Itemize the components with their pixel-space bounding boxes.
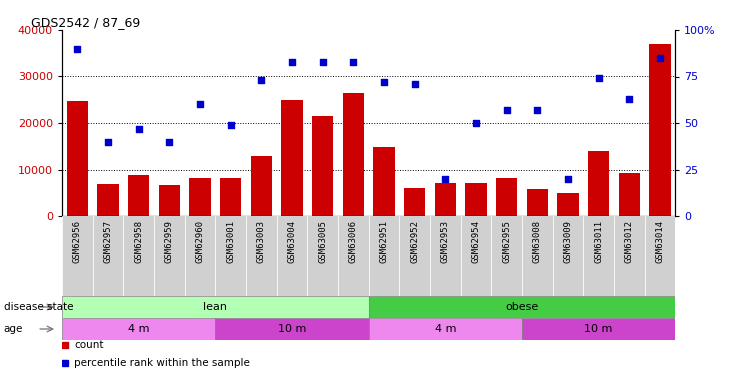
Text: GSM63011: GSM63011 xyxy=(594,220,603,263)
Bar xyxy=(123,216,154,296)
Bar xyxy=(583,216,614,296)
Text: 4 m: 4 m xyxy=(128,324,150,334)
Bar xyxy=(154,216,185,296)
Text: GSM62953: GSM62953 xyxy=(441,220,450,263)
Bar xyxy=(465,183,487,216)
Text: GSM62959: GSM62959 xyxy=(165,220,174,263)
Bar xyxy=(491,216,522,296)
Text: GSM62960: GSM62960 xyxy=(196,220,204,263)
Text: GSM62956: GSM62956 xyxy=(73,220,82,263)
Bar xyxy=(369,296,675,318)
Bar xyxy=(281,100,303,216)
Point xyxy=(623,96,635,102)
Point xyxy=(102,139,114,145)
Text: GSM63004: GSM63004 xyxy=(288,220,296,263)
Point xyxy=(225,122,237,128)
Point xyxy=(164,139,175,145)
Bar xyxy=(215,318,369,340)
Bar xyxy=(553,216,583,296)
Text: GSM63003: GSM63003 xyxy=(257,220,266,263)
Point xyxy=(378,79,390,85)
Point xyxy=(409,81,420,87)
Bar xyxy=(62,216,93,296)
Point xyxy=(593,75,604,81)
Text: GDS2542 / 87_69: GDS2542 / 87_69 xyxy=(31,16,140,29)
Text: 4 m: 4 m xyxy=(434,324,456,334)
Point xyxy=(654,55,666,61)
Text: lean: lean xyxy=(204,302,227,312)
Text: disease state: disease state xyxy=(4,302,73,312)
Point xyxy=(194,101,206,107)
Bar xyxy=(97,184,119,216)
Bar xyxy=(369,216,399,296)
Bar xyxy=(62,296,369,318)
Bar xyxy=(312,116,334,216)
Point xyxy=(470,120,482,126)
Bar xyxy=(158,185,180,216)
Point xyxy=(501,107,512,113)
Point xyxy=(347,58,359,64)
Bar xyxy=(189,178,211,216)
Bar xyxy=(246,216,277,296)
Text: age: age xyxy=(4,324,23,334)
Bar xyxy=(399,216,430,296)
Bar xyxy=(93,216,123,296)
Bar xyxy=(618,173,640,216)
Text: GSM63012: GSM63012 xyxy=(625,220,634,263)
Text: GSM62955: GSM62955 xyxy=(502,220,511,263)
Text: GSM63001: GSM63001 xyxy=(226,220,235,263)
Bar xyxy=(645,216,675,296)
Bar xyxy=(557,193,579,216)
Bar xyxy=(496,178,518,216)
Text: GSM63014: GSM63014 xyxy=(656,220,664,263)
Bar xyxy=(614,216,645,296)
Text: GSM63006: GSM63006 xyxy=(349,220,358,263)
Point xyxy=(439,176,451,182)
Text: GSM62952: GSM62952 xyxy=(410,220,419,263)
Bar xyxy=(128,175,150,216)
Bar xyxy=(373,147,395,216)
Point xyxy=(72,46,83,52)
Text: GSM62958: GSM62958 xyxy=(134,220,143,263)
Bar xyxy=(277,216,307,296)
Bar xyxy=(369,318,522,340)
Text: GSM63005: GSM63005 xyxy=(318,220,327,263)
Bar xyxy=(62,318,215,340)
Point xyxy=(286,58,298,64)
Bar xyxy=(185,216,215,296)
Point xyxy=(562,176,574,182)
Bar xyxy=(66,100,88,216)
Bar xyxy=(215,216,246,296)
Bar xyxy=(220,178,242,216)
Bar xyxy=(434,183,456,216)
Text: 10 m: 10 m xyxy=(278,324,306,334)
Text: GSM62951: GSM62951 xyxy=(380,220,388,263)
Bar xyxy=(338,216,369,296)
Text: 10 m: 10 m xyxy=(585,324,612,334)
Bar xyxy=(522,318,675,340)
Text: GSM62954: GSM62954 xyxy=(472,220,480,263)
Bar xyxy=(430,216,461,296)
Text: GSM63009: GSM63009 xyxy=(564,220,572,263)
Point xyxy=(317,58,328,64)
Point xyxy=(133,126,145,132)
Bar xyxy=(250,156,272,216)
Bar xyxy=(522,216,553,296)
Text: percentile rank within the sample: percentile rank within the sample xyxy=(74,357,250,368)
Bar xyxy=(461,216,491,296)
Bar xyxy=(649,44,671,216)
Bar xyxy=(307,216,338,296)
Bar xyxy=(404,188,426,216)
Text: GSM63008: GSM63008 xyxy=(533,220,542,263)
Text: GSM62957: GSM62957 xyxy=(104,220,112,263)
Bar xyxy=(526,189,548,216)
Bar xyxy=(588,151,610,216)
Bar xyxy=(342,93,364,216)
Point xyxy=(531,107,543,113)
Text: count: count xyxy=(74,340,104,350)
Text: obese: obese xyxy=(505,302,539,312)
Point xyxy=(255,77,267,83)
